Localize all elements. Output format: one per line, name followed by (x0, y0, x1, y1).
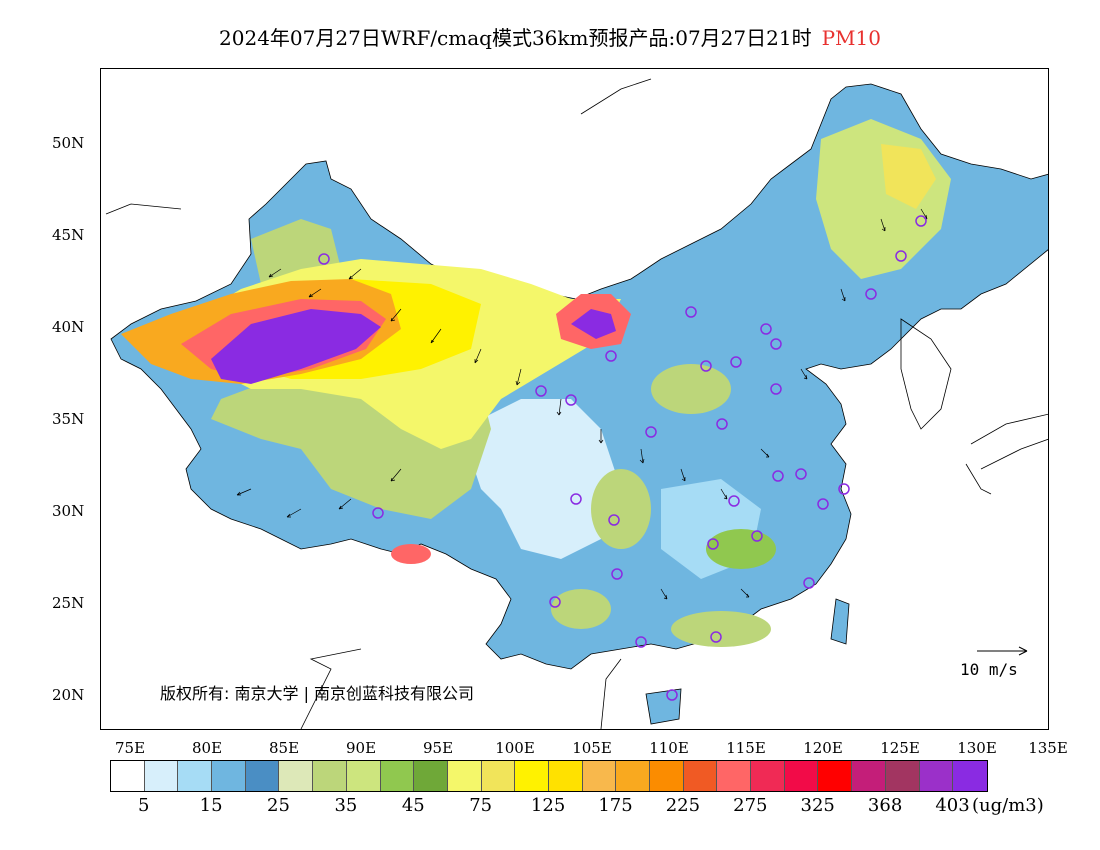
legend-label: 175 (598, 795, 633, 816)
coastline-korea (900, 318, 952, 430)
legend-swatch (852, 761, 886, 791)
legend-swatch (481, 761, 516, 791)
blob-green-2 (591, 469, 651, 549)
map-canvas (105, 78, 1048, 729)
color-legend-unit: (ug/m3) (972, 795, 1044, 816)
wind-reference-label: 10 m/s (960, 660, 1018, 679)
title-main: 2024年07月27日WRF/cmaq模式36km预报产品:07月27日21时 (219, 26, 812, 50)
color-legend-bar (110, 760, 988, 792)
legend-swatch (717, 761, 752, 791)
legend-swatch (650, 761, 684, 791)
legend-label: 75 (469, 795, 493, 816)
legend-swatch (548, 761, 583, 791)
lon-label-130e: 130E (957, 739, 997, 757)
legend-swatch (885, 761, 920, 791)
legend-swatch (346, 761, 381, 791)
blob-yellow-tibet (391, 544, 431, 564)
legend-swatch (178, 761, 213, 791)
lon-label-95e: 95E (422, 739, 454, 757)
legend-swatch (313, 761, 347, 791)
lat-label-30n: 30N (52, 502, 85, 520)
coastline-japan (965, 413, 1048, 495)
lon-label-120e: 120E (803, 739, 843, 757)
legend-swatch (380, 761, 415, 791)
lat-label-35n: 35N (52, 410, 85, 428)
lat-label-50n: 50N (52, 134, 85, 152)
region-purple-neimeng (571, 309, 616, 339)
legend-swatch (784, 761, 819, 791)
legend-swatch (515, 761, 549, 791)
legend-label: 35 (334, 795, 358, 816)
legend-label: 125 (530, 795, 566, 816)
lat-label-40n: 40N (52, 318, 85, 336)
coastline-caspian (105, 203, 182, 215)
legend-label: 403 (935, 795, 970, 816)
legend-label: 225 (665, 795, 701, 816)
legend-swatch (751, 761, 785, 791)
lat-label-20n: 20N (52, 686, 85, 704)
legend-swatch (279, 761, 314, 791)
wind-reference-arrow (977, 646, 1028, 656)
blob-green-3 (706, 529, 776, 569)
legend-label: 25 (267, 795, 290, 816)
legend-label: 275 (733, 795, 768, 816)
lon-label-105e: 105E (572, 739, 612, 757)
coastline-lake-baikal (580, 78, 652, 115)
lon-label-110e: 110E (649, 739, 689, 757)
lon-label-75e: 75E (114, 739, 146, 757)
legend-swatch (953, 761, 987, 791)
legend-swatch (144, 761, 179, 791)
lon-label-115e: 115E (726, 739, 766, 757)
legend-label: 5 (137, 795, 150, 816)
legend-swatch (616, 761, 650, 791)
region-light-blue (461, 399, 621, 559)
copyright-text: 版权所有: 南京大学 | 南京创蓝科技有限公司 (160, 684, 475, 703)
taiwan (830, 598, 850, 645)
coastline-southeast-asia (300, 648, 622, 729)
legend-swatch (919, 761, 954, 791)
city-markers (318, 215, 927, 701)
lon-label-125e: 125E (880, 739, 920, 757)
legend-swatch (414, 761, 448, 791)
lon-label-85e: 85E (268, 739, 300, 757)
legend-swatch (245, 761, 280, 791)
lat-label-45n: 45N (52, 226, 85, 244)
lon-label-90e: 90E (345, 739, 377, 757)
lat-label-25n: 25N (52, 594, 85, 612)
lon-label-100e: 100E (495, 739, 535, 757)
blob-green-4 (671, 611, 771, 647)
region-purple-taklimakan (211, 309, 381, 384)
legend-label: 325 (800, 795, 835, 816)
blob-green-1 (651, 364, 731, 414)
lon-label-80e: 80E (191, 739, 223, 757)
map-panel[interactable] (100, 68, 1049, 730)
lon-label-135e: 135E (1028, 739, 1068, 757)
legend-swatch (683, 761, 718, 791)
legend-swatch (111, 761, 145, 791)
legend-swatch (582, 761, 617, 791)
legend-label: 45 (401, 795, 425, 816)
blob-green-5 (551, 589, 611, 629)
region-northeast-yellow (881, 144, 936, 209)
legend-label: 368 (867, 795, 903, 816)
legend-swatch (212, 761, 246, 791)
hainan (645, 688, 682, 725)
legend-swatch (447, 761, 482, 791)
legend-swatch (818, 761, 853, 791)
map-title: 2024年07月27日WRF/cmaq模式36km预报产品:07月27日21时 P… (0, 22, 1100, 51)
legend-label: 15 (199, 795, 223, 816)
pollutant-label: PM10 (821, 26, 881, 50)
